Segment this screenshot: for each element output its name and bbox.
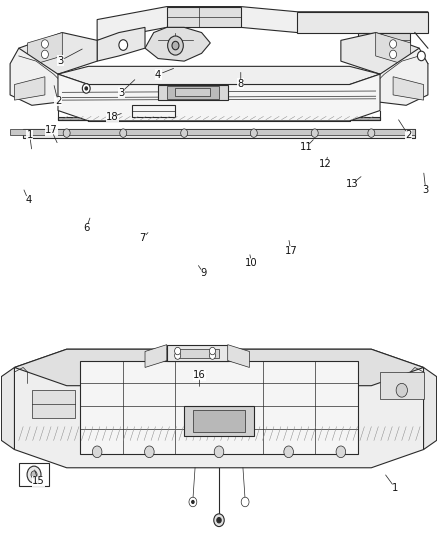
- Polygon shape: [167, 6, 241, 27]
- Circle shape: [217, 518, 221, 523]
- Text: 1: 1: [26, 130, 33, 140]
- Text: 2: 2: [405, 130, 412, 140]
- Text: 9: 9: [201, 269, 207, 278]
- Circle shape: [63, 129, 70, 138]
- Polygon shape: [58, 66, 380, 85]
- Circle shape: [82, 84, 90, 93]
- Polygon shape: [350, 48, 428, 106]
- Polygon shape: [14, 77, 45, 100]
- Polygon shape: [393, 77, 424, 100]
- Polygon shape: [176, 349, 219, 358]
- Circle shape: [175, 348, 181, 355]
- Polygon shape: [145, 27, 210, 61]
- Text: 3: 3: [423, 184, 429, 195]
- Text: 11: 11: [300, 142, 312, 152]
- Text: 16: 16: [193, 370, 206, 380]
- Polygon shape: [28, 33, 62, 66]
- Polygon shape: [14, 349, 424, 386]
- Circle shape: [119, 40, 127, 50]
- Text: 17: 17: [284, 246, 297, 256]
- Circle shape: [368, 129, 375, 138]
- Circle shape: [92, 446, 102, 458]
- Text: 4: 4: [25, 195, 32, 205]
- Polygon shape: [10, 128, 415, 135]
- Text: 2: 2: [55, 96, 61, 106]
- Text: 3: 3: [118, 87, 124, 98]
- Circle shape: [120, 129, 127, 138]
- Polygon shape: [158, 85, 228, 100]
- Circle shape: [390, 40, 396, 49]
- Circle shape: [251, 129, 257, 138]
- Circle shape: [214, 514, 224, 527]
- Text: 4: 4: [155, 70, 161, 79]
- Circle shape: [27, 466, 41, 483]
- Text: 12: 12: [319, 159, 332, 169]
- Polygon shape: [380, 372, 424, 399]
- Circle shape: [214, 446, 224, 458]
- Polygon shape: [341, 33, 419, 74]
- Circle shape: [209, 348, 215, 355]
- Circle shape: [284, 446, 293, 458]
- Polygon shape: [32, 390, 75, 418]
- Polygon shape: [97, 27, 145, 61]
- Circle shape: [31, 471, 37, 478]
- Circle shape: [396, 383, 407, 397]
- Circle shape: [175, 352, 181, 359]
- FancyBboxPatch shape: [14, 427, 424, 440]
- Polygon shape: [80, 361, 358, 454]
- Circle shape: [42, 40, 48, 49]
- Polygon shape: [58, 74, 380, 121]
- Circle shape: [42, 50, 48, 59]
- Text: 7: 7: [140, 233, 146, 244]
- Circle shape: [336, 446, 346, 458]
- Text: 15: 15: [32, 477, 45, 486]
- Polygon shape: [167, 345, 228, 361]
- Polygon shape: [176, 88, 210, 96]
- Polygon shape: [1, 367, 14, 449]
- Circle shape: [209, 352, 215, 359]
- Circle shape: [85, 87, 88, 90]
- Polygon shape: [19, 33, 97, 74]
- Polygon shape: [97, 6, 428, 41]
- Text: 6: 6: [83, 223, 89, 233]
- Circle shape: [172, 42, 179, 50]
- Circle shape: [191, 500, 194, 504]
- Polygon shape: [424, 367, 437, 449]
- Text: 1: 1: [392, 483, 399, 493]
- Polygon shape: [358, 33, 410, 48]
- Circle shape: [189, 497, 197, 507]
- Circle shape: [241, 497, 249, 507]
- Circle shape: [168, 36, 184, 55]
- Text: 3: 3: [57, 56, 63, 66]
- Text: 8: 8: [238, 78, 244, 88]
- Text: 10: 10: [245, 258, 258, 268]
- Polygon shape: [167, 86, 219, 99]
- Polygon shape: [376, 33, 410, 66]
- Polygon shape: [193, 410, 245, 432]
- Text: 17: 17: [45, 125, 58, 135]
- Text: 13: 13: [346, 179, 358, 189]
- Polygon shape: [145, 345, 167, 367]
- Polygon shape: [228, 345, 250, 367]
- Polygon shape: [184, 406, 254, 436]
- FancyBboxPatch shape: [58, 117, 380, 119]
- Polygon shape: [14, 349, 424, 468]
- Polygon shape: [297, 12, 428, 33]
- Circle shape: [390, 50, 396, 59]
- Circle shape: [311, 129, 318, 138]
- Circle shape: [181, 129, 187, 138]
- Text: 18: 18: [106, 112, 119, 122]
- Circle shape: [145, 446, 154, 458]
- Polygon shape: [23, 128, 415, 138]
- Circle shape: [417, 51, 425, 61]
- Polygon shape: [10, 48, 88, 106]
